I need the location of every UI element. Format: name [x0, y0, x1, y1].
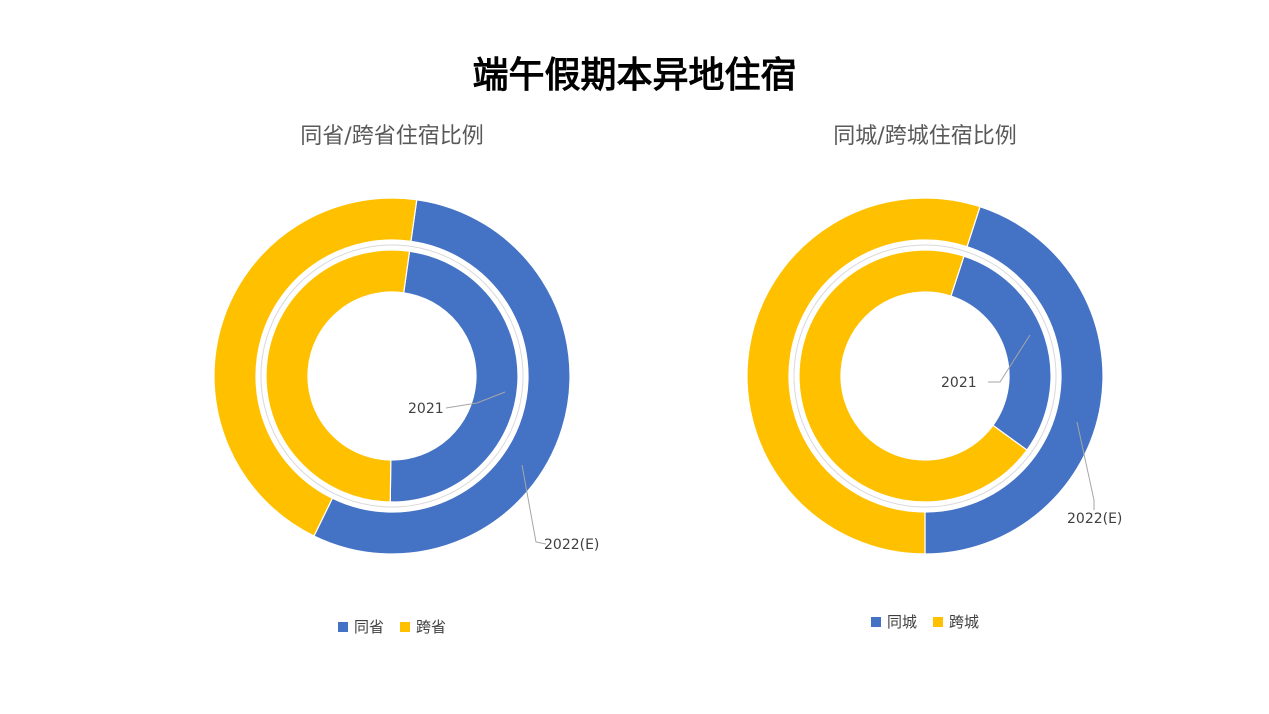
chart-panel-city: 同城/跨城住宿比例 2021 2022(E) 同城 跨城: [645, 110, 1205, 670]
series-label-0: 2021: [941, 375, 977, 391]
ring-slice-0-0[interactable]: [389, 250, 519, 503]
legend-swatch-cross-city: [933, 616, 943, 627]
page-title: 端午假期本异地住宿: [472, 55, 797, 96]
doughnut-chart-city: 2021 2022(E): [746, 197, 1122, 555]
legend-label-cross-province: 跨省: [416, 618, 447, 636]
chart-title-province: 同省/跨省住宿比例: [300, 124, 484, 149]
legend-province: 同省 跨省: [112, 616, 672, 637]
ring-slice-1-1[interactable]: [746, 197, 981, 555]
ring-slice-0-1[interactable]: [798, 249, 1028, 503]
ring-slice-1-0[interactable]: [924, 205, 1104, 555]
legend-swatch-cross-province: [400, 621, 410, 632]
legend-swatch-same-province: [337, 621, 348, 632]
ring-gap-line: [260, 244, 524, 508]
leader-line-1: [521, 464, 547, 545]
legend-item-cross-province[interactable]: 跨省: [400, 616, 446, 637]
legend-swatch-same-city: [870, 616, 881, 627]
series-label-0: 2021: [408, 401, 444, 417]
series-label-1: 2022(E): [544, 537, 599, 553]
legend-label-same-province: 同省: [353, 618, 384, 636]
ring-slice-0-1[interactable]: [265, 249, 411, 503]
ring-slice-0-0[interactable]: [950, 255, 1052, 451]
leader-line-0: [988, 334, 1031, 383]
series-label-1: 2022(E): [1067, 511, 1122, 527]
doughnut-chart-province: 2021 2022(E): [213, 197, 599, 555]
legend-item-same-city[interactable]: 同城: [870, 611, 917, 632]
ring-slice-1-1[interactable]: [213, 197, 418, 537]
ring-gap-line: [793, 244, 1057, 508]
legend-label-cross-city: 跨城: [949, 613, 980, 631]
leader-line-1: [1076, 421, 1095, 510]
legend-item-same-province[interactable]: 同省: [337, 616, 384, 637]
chart-title-city: 同城/跨城住宿比例: [833, 124, 1017, 149]
legend-item-cross-city[interactable]: 跨城: [933, 611, 979, 632]
legend-label-same-city: 同城: [886, 613, 917, 631]
legend-city: 同城 跨城: [645, 611, 1205, 632]
chart-panel-province: 同省/跨省住宿比例 2021 2022(E) 同省 跨省: [112, 110, 672, 670]
leader-line-0: [445, 391, 506, 409]
ring-slice-1-0[interactable]: [313, 199, 571, 555]
